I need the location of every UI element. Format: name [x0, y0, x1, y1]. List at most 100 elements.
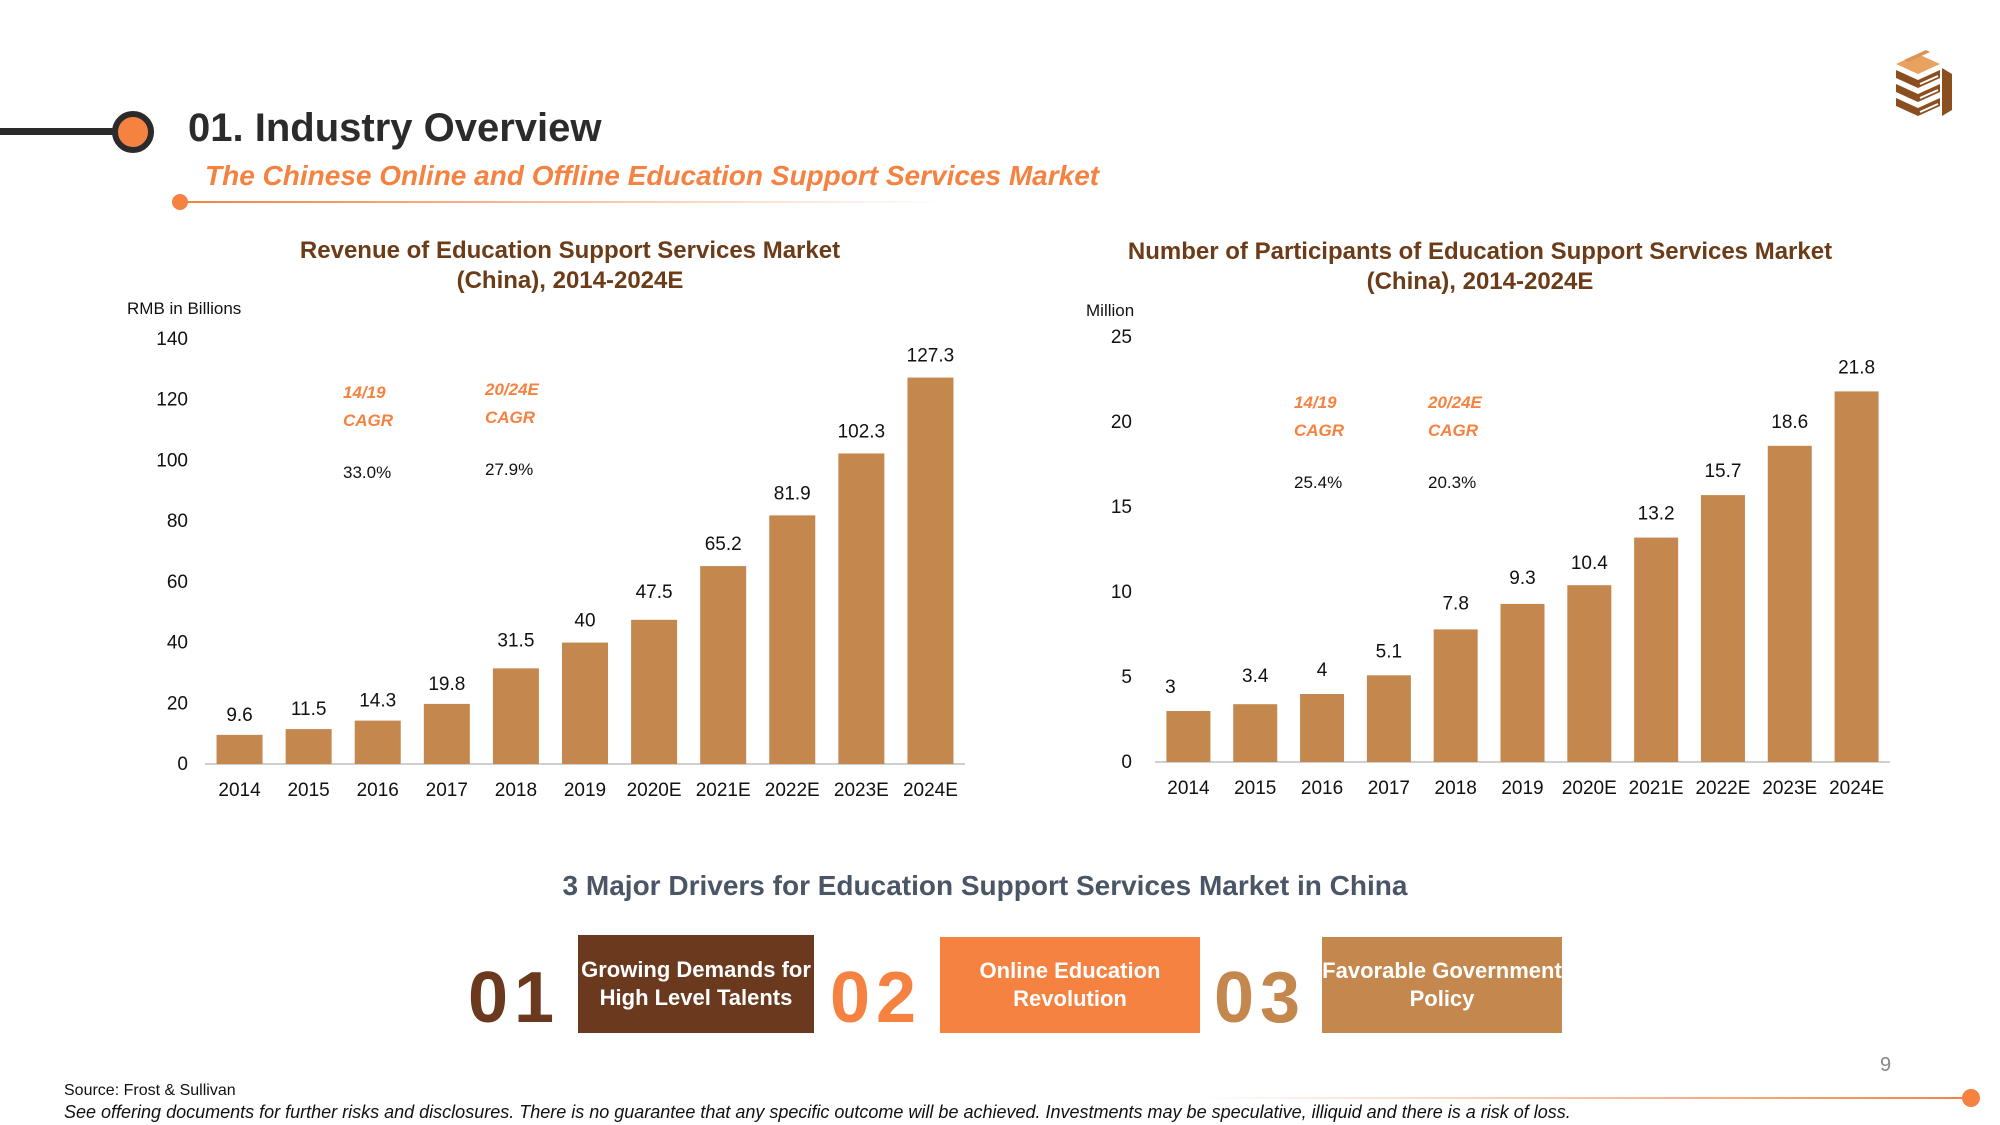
- header-line-decoration: [0, 128, 120, 135]
- undefined-cagr-value-1: 25.4%: [1294, 473, 1342, 492]
- undefined-y-tick-label: 10: [1111, 582, 1132, 603]
- undefined-bar-2016: [1300, 694, 1345, 762]
- undefined-x-tick-label-2023E: 2023E: [834, 780, 889, 801]
- undefined-cagr-period-1: 14/19: [1294, 393, 1337, 412]
- undefined-cagr-value-1: 33.0%: [343, 463, 391, 482]
- revenue-bar-chart: RMB in Billions 0 20 40 60 80 100 120 140 9.6 2014…: [127, 299, 965, 801]
- undefined-y-tick-label: 120: [156, 390, 188, 411]
- undefined-data-label-2019: 9.3: [1509, 568, 1535, 589]
- undefined-bar-2022E: [1700, 495, 1745, 762]
- undefined-data-label-2016: 4: [1317, 660, 1328, 681]
- driver-1-box: Growing Demands for High Level Talents: [578, 935, 814, 1033]
- undefined-x-tick-label-2020E: 2020E: [1562, 778, 1617, 799]
- undefined-x-tick-label-2023E: 2023E: [1762, 778, 1817, 799]
- undefined-cagr-period-2: 20/24E: [1427, 393, 1483, 412]
- undefined-bar-2017: [1366, 675, 1411, 762]
- undefined-y-tick-label: 15: [1111, 497, 1132, 518]
- undefined-data-label-2021E: 65.2: [705, 534, 742, 555]
- undefined-x-tick-label-2024E: 2024E: [903, 780, 958, 801]
- driver-3-number: 03: [1214, 958, 1307, 1038]
- undefined-data-label-2021E: 13.2: [1638, 504, 1675, 525]
- undefined-bar-2023E: [838, 453, 885, 764]
- footer-dot-decoration: [1962, 1089, 1980, 1107]
- revenue-chart-title: Revenue of Education Support Services Ma…: [220, 236, 920, 296]
- undefined-data-label-2024E: 21.8: [1838, 357, 1875, 378]
- undefined-x-tick-label-2022E: 2022E: [765, 780, 820, 801]
- undefined-x-tick-label-2015: 2015: [1234, 778, 1276, 799]
- undefined-y-tick-label: 80: [167, 511, 188, 532]
- undefined-y-axis-label: RMB in Billions: [127, 299, 241, 318]
- undefined-y-tick-label: 60: [167, 572, 188, 593]
- undefined-bar-2014: [1166, 711, 1211, 762]
- undefined-x-tick-label-2022E: 2022E: [1695, 778, 1750, 799]
- undefined-x-tick-label-2014: 2014: [1167, 778, 1210, 799]
- undefined-bar-2021E: [1634, 537, 1679, 762]
- header-circle-marker: [112, 111, 154, 153]
- undefined-cagr-label-1: CAGR: [1294, 421, 1345, 440]
- participants-bar-chart: Million 0 5 10 15 20 25 3 2014 3.4 2015 4 2016 5.1 201…: [1086, 301, 1890, 799]
- revenue-chart-title-line2: (China), 2014-2024E: [456, 267, 684, 294]
- undefined-data-label-2015: 3.4: [1242, 666, 1269, 687]
- undefined-cagr-label-1: CAGR: [343, 411, 394, 430]
- undefined-y-tick-label: 20: [167, 693, 188, 714]
- undefined-data-label-2020E: 10.4: [1571, 553, 1608, 574]
- undefined-data-label-2020E: 47.5: [636, 582, 673, 603]
- subtitle-dot-decoration: [172, 194, 188, 210]
- undefined-x-tick-label-2019: 2019: [1501, 778, 1543, 799]
- participants-chart-title: Number of Participants of Education Supp…: [1080, 237, 1880, 297]
- undefined-x-tick-label-2015: 2015: [287, 780, 329, 801]
- undefined-cagr-label-2: CAGR: [485, 408, 536, 427]
- undefined-x-tick-label-2016: 2016: [357, 780, 399, 801]
- undefined-bar-2017: [423, 703, 470, 764]
- undefined-data-label-2014: 3: [1165, 677, 1176, 698]
- participants-chart-title-line2: (China), 2014-2024E: [1366, 268, 1594, 295]
- subtitle-underline: [186, 201, 946, 203]
- undefined-bar-2015: [1233, 704, 1278, 762]
- undefined-bar-2020E: [1567, 585, 1612, 762]
- participants-chart-title-line1: Number of Participants of Education Supp…: [1127, 238, 1833, 265]
- undefined-data-label-2017: 19.8: [428, 674, 465, 695]
- undefined-data-label-2017: 5.1: [1376, 641, 1402, 662]
- undefined-x-tick-label-2018: 2018: [1435, 778, 1477, 799]
- undefined-y-tick-label: 40: [167, 633, 188, 654]
- undefined-bar-2020E: [631, 619, 678, 764]
- undefined-data-label-2016: 14.3: [359, 691, 396, 712]
- undefined-bar-2019: [562, 642, 608, 764]
- undefined-y-tick-label: 20: [1111, 412, 1132, 433]
- undefined-y-tick-label: 100: [156, 450, 188, 471]
- undefined-x-tick-label-2021E: 2021E: [696, 780, 751, 801]
- undefined-y-tick-label: 0: [177, 754, 188, 775]
- undefined-x-tick-label-2024E: 2024E: [1829, 778, 1884, 799]
- undefined-x-tick-label-2021E: 2021E: [1629, 778, 1684, 799]
- undefined-bar-2019: [1500, 603, 1545, 762]
- undefined-bar-2022E: [769, 515, 816, 764]
- undefined-y-tick-label: 5: [1121, 667, 1132, 688]
- undefined-y-tick-label: 140: [156, 329, 188, 350]
- driver-2-box: Online Education Revolution: [940, 937, 1200, 1033]
- undefined-bar-2023E: [1767, 445, 1812, 762]
- undefined-cagr-period-2: 20/24E: [484, 380, 540, 399]
- disclaimer: See offering documents for further risks…: [64, 1102, 1571, 1122]
- undefined-data-label-2018: 7.8: [1442, 593, 1468, 614]
- undefined-y-axis-label: Million: [1086, 301, 1134, 320]
- undefined-data-label-2022E: 15.7: [1704, 461, 1741, 482]
- undefined-data-label-2018: 31.5: [497, 630, 534, 651]
- undefined-data-label-2015: 11.5: [291, 699, 327, 720]
- undefined-data-label-2022E: 81.9: [774, 483, 811, 504]
- undefined-cagr-label-2: CAGR: [1428, 421, 1479, 440]
- source-note: Source: Frost & Sullivan: [64, 1082, 236, 1099]
- undefined-x-tick-label-2019: 2019: [564, 780, 606, 801]
- stacked-books-logo-icon: [1896, 50, 1952, 116]
- undefined-bar-2018: [492, 668, 539, 764]
- undefined-x-tick-label-2014: 2014: [218, 780, 261, 801]
- undefined-x-tick-label-2020E: 2020E: [627, 780, 682, 801]
- drivers-title: 3 Major Drivers for Education Support Se…: [562, 870, 1408, 901]
- undefined-cagr-value-2: 20.3%: [1428, 473, 1476, 492]
- undefined-bar-2014: [216, 734, 263, 764]
- undefined-bar-2015: [285, 729, 332, 764]
- undefined-x-tick-label-2016: 2016: [1301, 778, 1343, 799]
- driver-1-number: 01: [468, 958, 561, 1038]
- undefined-cagr-value-2: 27.9%: [485, 460, 533, 479]
- undefined-data-label-2014: 9.6: [226, 705, 252, 726]
- revenue-chart-title-line1: Revenue of Education Support Services Ma…: [299, 237, 841, 264]
